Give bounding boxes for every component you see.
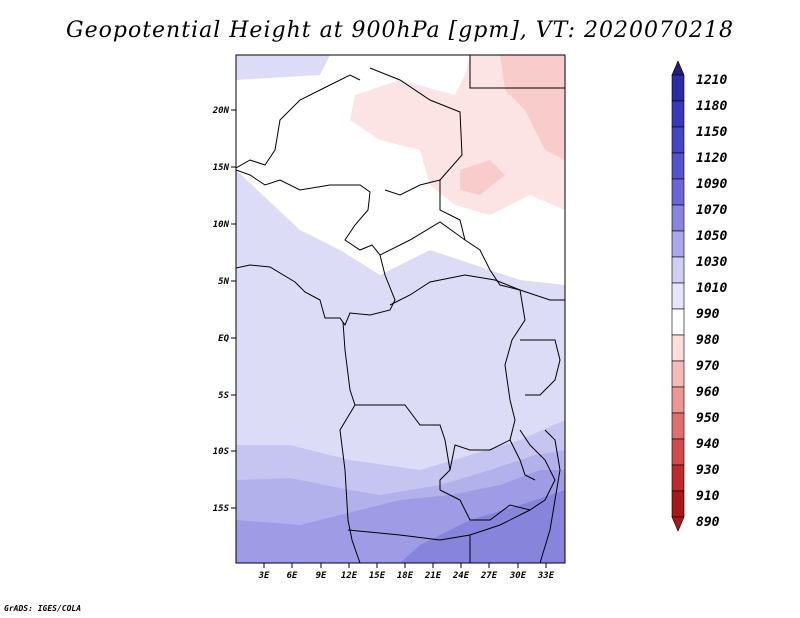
colorbar-label: 970 — [696, 359, 720, 374]
drc-west-border — [342, 321, 451, 471]
colorbar-swatch — [671, 490, 685, 518]
lake-malawi-border — [509, 439, 536, 481]
lat-label-20n: 20N — [212, 106, 230, 116]
lon-label-30e: 30E — [509, 571, 527, 581]
lat-label-10s: 10S — [213, 447, 230, 457]
colorbar-label: 1150 — [696, 125, 727, 140]
lat-label-15s: 15S — [213, 504, 230, 514]
lat-label-5n: 5N — [218, 277, 229, 287]
colorbar-label: 1210 — [696, 73, 727, 88]
colorbar-swatch — [671, 360, 685, 388]
colorbar-label: 1070 — [696, 203, 727, 218]
contour-field — [236, 55, 565, 563]
colorbar-swatch — [671, 438, 685, 466]
colorbar-label: 930 — [696, 463, 720, 478]
sudan-border — [369, 67, 565, 301]
colorbar-swatch — [671, 334, 685, 362]
colorbar-swatch — [671, 74, 685, 102]
colorbar-label: 910 — [696, 489, 720, 504]
lon-label-18e: 18E — [397, 571, 414, 581]
colorbar-label: 1120 — [696, 151, 727, 166]
lon-label-9e: 9E — [316, 571, 327, 581]
sahel-border — [236, 74, 361, 169]
colorbar-swatch — [671, 204, 685, 232]
colorbar-swatch — [671, 178, 685, 206]
colorbar-label: 950 — [696, 411, 720, 426]
lon-axis: 3E 6E 9E 12E 15E 18E 21E 24E 27E 30E 33E — [258, 563, 555, 581]
country-borders — [236, 55, 565, 563]
lon-label-27e: 27E — [480, 571, 498, 581]
colorbar-swatch — [671, 126, 685, 154]
chad-border — [384, 179, 441, 196]
colorbar-swatch — [671, 464, 685, 492]
colorbar-swatch — [671, 100, 685, 128]
lon-label-12e: 12E — [341, 571, 358, 581]
namibia-border — [347, 509, 531, 541]
colorbar-label: 1030 — [696, 255, 727, 270]
chart-title: Geopotential Height at 900hPa [gpm], VT:… — [66, 18, 734, 43]
lon-label-15e: 15E — [369, 571, 386, 581]
car-border — [379, 221, 466, 256]
angola-coast — [339, 404, 361, 563]
field-region-970-b — [460, 160, 505, 195]
map-frame — [235, 54, 566, 564]
colorbar-swatch — [671, 308, 685, 336]
colorbar-label: 890 — [696, 515, 720, 530]
colorbar-swatch — [671, 282, 685, 310]
colorbar-swatch — [671, 230, 685, 258]
lat-label-eq: EQ — [218, 334, 229, 344]
colorbar: 1210 1180 1150 1120 1090 1070 1050 1030 1010 990 9… — [671, 60, 727, 532]
colorbar-label: 940 — [696, 437, 720, 452]
lat-label-10n: 10N — [213, 220, 230, 230]
kenya-tanzania-border — [520, 339, 561, 396]
colorbar-top-arrow — [671, 60, 685, 76]
lat-label-5s: 5S — [218, 391, 229, 401]
lon-label-21e: 21E — [424, 571, 442, 581]
field-region-1030-nw — [236, 55, 330, 80]
colorbar-swatch — [671, 412, 685, 440]
lat-label-15n: 15N — [213, 163, 230, 173]
egypt-border — [469, 55, 565, 89]
colorbar-swatch — [671, 152, 685, 180]
colorbar-label: 960 — [696, 385, 720, 400]
lon-label-6e: 6E — [287, 571, 298, 581]
colorbar-label: 1180 — [696, 99, 727, 114]
colorbar-label: 1090 — [696, 177, 727, 192]
colorbar-label: 1010 — [696, 281, 727, 296]
colorbar-label: 990 — [696, 307, 720, 322]
west-africa-coast-border — [236, 169, 396, 327]
colorbar-bottom-arrow — [671, 516, 685, 532]
colorbar-swatch — [671, 256, 685, 284]
lat-axis: 20N 15N 10N 5N EQ 5S 10S 15S — [212, 106, 236, 514]
lon-label-3e: 3E — [258, 571, 270, 581]
credit-text: GrADS: IGES/COLA — [4, 604, 82, 613]
lon-label-24e: 24E — [452, 571, 470, 581]
zambia-border — [439, 429, 556, 521]
drc-north-border — [389, 274, 521, 306]
colorbar-label: 1050 — [696, 229, 727, 244]
mozambique-coast — [539, 429, 561, 563]
field-region-970 — [500, 55, 565, 160]
colorbar-label: 980 — [696, 333, 720, 348]
colorbar-swatch — [671, 386, 685, 414]
lon-label-33e: 33E — [537, 571, 555, 581]
